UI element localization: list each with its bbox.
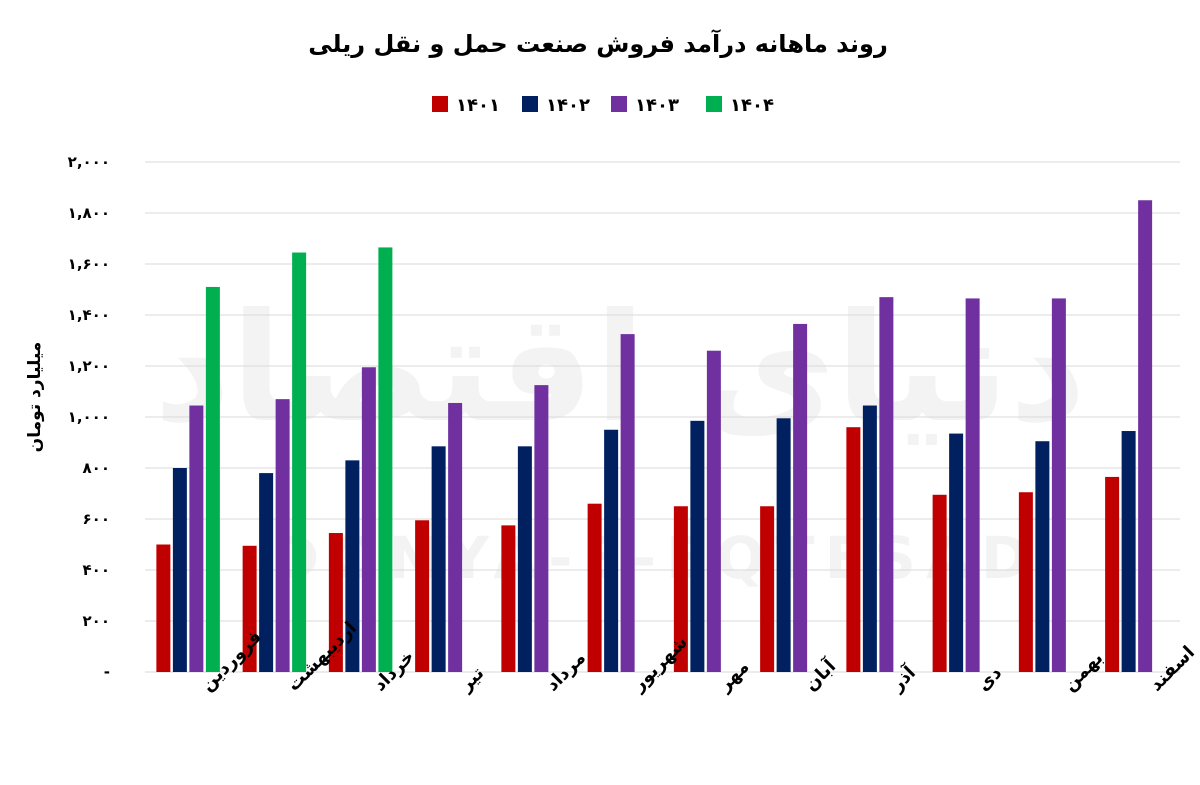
bar-1-8 — [760, 506, 775, 672]
y-tick-label: ۱,۴۰۰ — [68, 306, 110, 324]
y-tick-label: ۶۰۰ — [83, 510, 110, 528]
y-tick-label: - — [104, 663, 110, 681]
gridlines — [145, 161, 1180, 673]
bar-3-5 — [534, 385, 549, 672]
watermark: دنیای اقتصاد DONYA-E-EQTESAD — [154, 282, 1087, 592]
y-tick-label: ۱,۲۰۰ — [68, 357, 110, 375]
legend-label-2: ۱۴۰۲ — [546, 95, 590, 116]
bar-3-4 — [448, 402, 463, 672]
bar-3-2 — [275, 399, 290, 672]
bar-3-12 — [1138, 200, 1153, 672]
bar-2-7 — [690, 420, 705, 672]
bar-3-10 — [965, 298, 980, 672]
bar-1-12 — [1105, 476, 1120, 672]
bar-3-11 — [1051, 298, 1066, 672]
bar-3-1 — [189, 405, 204, 672]
y-tick-label: ۸۰۰ — [83, 459, 110, 477]
watermark-logo: دنیای اقتصاد — [154, 282, 1087, 456]
bar-3-7 — [706, 350, 721, 672]
y-tick-label: ۲۰۰ — [83, 612, 110, 630]
legend-swatch-3 — [611, 96, 627, 112]
y-tick-label: ۱,۸۰۰ — [68, 204, 110, 222]
bar-1-1 — [156, 544, 171, 672]
legend-label-1: ۱۴۰۱ — [456, 95, 500, 116]
y-axis-label: میلیارد تومان — [25, 342, 45, 453]
bar-1-9 — [846, 427, 861, 672]
x-category-label: مرداد — [542, 647, 590, 695]
legend-label-3: ۱۴۰۳ — [635, 95, 679, 116]
bar-4-3 — [378, 247, 393, 673]
bar-3-3 — [361, 367, 376, 672]
y-tick-label: ۲,۰۰۰ — [68, 153, 110, 171]
watermark-latin: DONYA-E-EQTESAD — [271, 524, 1039, 592]
bar-4-2 — [292, 252, 307, 672]
legend: ۱۴۰۱ ۱۴۰۲ ۱۴۰۳ ۱۴۰۴ — [432, 95, 774, 116]
bars — [156, 200, 1153, 673]
legend-label-4: ۱۴۰۴ — [730, 95, 774, 116]
y-tick-label: ۱,۰۰۰ — [68, 408, 110, 426]
legend-swatch-2 — [522, 96, 538, 112]
chart-title: روند ماهانه درآمد فروش صنعت حمل و نقل ری… — [308, 29, 888, 58]
bar-2-12 — [1121, 431, 1136, 672]
bar-1-3 — [328, 533, 343, 672]
x-category-label: خرداد — [369, 646, 418, 695]
y-axis-ticks: - ۲۰۰ ۴۰۰ ۶۰۰ ۸۰۰ ۱,۰۰۰ ۱,۲۰۰ ۱,۴۰۰ ۱,۶۰۰ ۱,۸۰۰ ۲,… — [68, 153, 110, 681]
bar-3-6 — [620, 334, 635, 672]
bar-2-10 — [949, 433, 964, 672]
bar-2-2 — [259, 473, 274, 672]
bar-1-6 — [587, 503, 602, 672]
bar-2-8 — [776, 418, 791, 672]
bar-3-8 — [793, 323, 808, 672]
bar-1-5 — [501, 525, 516, 672]
bar-2-11 — [1035, 441, 1050, 672]
bar-1-4 — [415, 520, 430, 672]
bar-2-1 — [172, 468, 187, 672]
bar-2-5 — [517, 446, 532, 672]
legend-swatch-1 — [432, 96, 448, 112]
y-tick-label: ۱,۶۰۰ — [68, 255, 110, 273]
bar-1-10 — [932, 494, 947, 672]
bar-2-4 — [431, 446, 446, 672]
bar-1-11 — [1018, 492, 1033, 672]
bar-1-2 — [242, 545, 257, 672]
bar-2-3 — [345, 460, 360, 672]
bar-4-1 — [205, 286, 220, 672]
bar-2-6 — [604, 429, 619, 672]
bar-2-9 — [862, 405, 877, 672]
x-category-label: اسفند — [1146, 642, 1199, 695]
bar-1-7 — [673, 506, 688, 672]
legend-swatch-4 — [706, 96, 722, 112]
bar-3-9 — [879, 297, 894, 672]
y-tick-label: ۴۰۰ — [83, 561, 110, 579]
